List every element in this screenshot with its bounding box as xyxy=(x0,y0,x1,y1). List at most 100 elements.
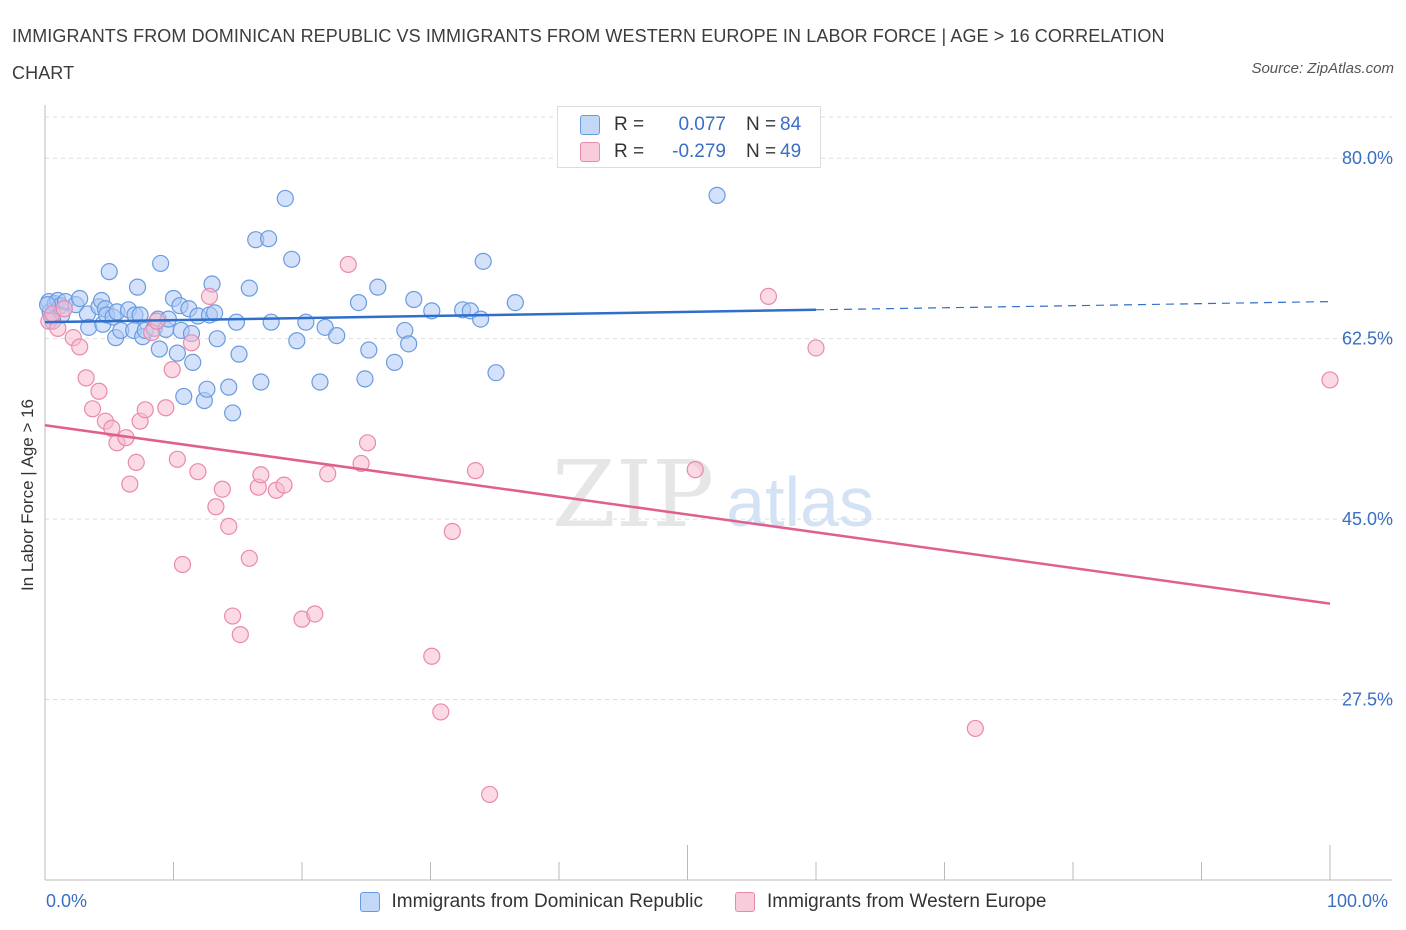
data-point-dominican-republic xyxy=(405,290,423,309)
series-legend: Immigrants from Dominican Republic Immig… xyxy=(0,889,1406,915)
data-point-dominican-republic xyxy=(288,332,306,350)
data-point-western-europe xyxy=(71,338,89,356)
data-point-western-europe xyxy=(1321,371,1339,389)
legend-swatch-pink xyxy=(580,142,600,162)
data-point-dominican-republic xyxy=(349,293,368,312)
data-point-dominican-republic xyxy=(131,306,149,324)
x-tick-label-min: 0.0% xyxy=(46,891,88,911)
data-point-western-europe xyxy=(339,255,357,274)
data-point-dominican-republic xyxy=(472,310,490,328)
data-point-western-europe xyxy=(55,300,73,318)
data-point-dominican-republic xyxy=(356,370,374,388)
data-point-dominican-republic xyxy=(152,254,170,273)
series-dominican-republic xyxy=(38,186,726,422)
data-point-dominican-republic xyxy=(100,263,118,281)
data-point-western-europe xyxy=(686,461,704,479)
legend-n-value: 49 xyxy=(780,141,802,162)
chart-title: IMMIGRANTS FROM DOMINICAN REPUBLIC VS IM… xyxy=(12,26,1165,83)
data-point-western-europe xyxy=(83,400,102,418)
data-point-dominican-republic xyxy=(316,318,334,336)
data-point-western-europe xyxy=(77,369,95,387)
data-point-dominican-republic xyxy=(208,330,226,348)
data-point-dominican-republic xyxy=(220,378,238,396)
legend-swatch-blue xyxy=(359,892,380,912)
data-point-dominican-republic xyxy=(168,344,186,362)
data-point-dominican-republic xyxy=(198,380,216,398)
data-point-dominican-republic xyxy=(708,186,726,204)
data-point-western-europe xyxy=(213,480,231,498)
legend-n-value: 84 xyxy=(780,114,802,135)
data-point-dominican-republic xyxy=(128,278,147,296)
data-point-dominican-republic xyxy=(360,341,378,359)
data-point-western-europe xyxy=(220,517,238,535)
x-tick-label-max: 100.0% xyxy=(1327,891,1389,911)
data-point-dominican-republic xyxy=(206,304,224,322)
data-point-dominican-republic xyxy=(276,189,294,208)
trend-line-dominican-republic-projection xyxy=(815,300,1331,311)
data-point-dominican-republic xyxy=(240,279,258,297)
data-point-western-europe xyxy=(90,382,108,400)
data-point-western-europe xyxy=(252,466,270,484)
data-point-western-europe xyxy=(966,719,984,738)
data-point-western-europe xyxy=(807,339,825,357)
data-point-dominican-republic xyxy=(506,293,524,312)
watermark-atlas: atlas xyxy=(726,463,874,541)
data-point-dominican-republic xyxy=(262,313,280,331)
data-point-western-europe xyxy=(136,401,154,419)
data-point-western-europe xyxy=(759,287,778,306)
legend-r-value: -0.279 xyxy=(672,141,726,162)
data-point-dominican-republic xyxy=(252,373,270,391)
data-point-dominican-republic xyxy=(227,313,246,331)
data-point-western-europe xyxy=(121,475,139,493)
y-tick-label: 27.5% xyxy=(1342,690,1393,710)
data-point-western-europe xyxy=(423,647,441,665)
legend-n-label: N = xyxy=(746,114,777,135)
data-point-western-europe xyxy=(49,319,67,337)
data-point-western-europe xyxy=(240,549,258,567)
y-tick-label: 62.5% xyxy=(1342,329,1393,349)
y-tick-label: 80.0% xyxy=(1342,148,1393,168)
data-point-western-europe xyxy=(173,555,192,574)
grid-lines xyxy=(45,116,1392,701)
legend-swatch-blue xyxy=(580,115,600,135)
data-point-western-europe xyxy=(127,453,145,472)
data-point-western-europe xyxy=(481,785,499,804)
data-point-western-europe xyxy=(358,434,377,452)
data-point-western-europe xyxy=(200,287,219,306)
data-point-dominican-republic xyxy=(385,353,404,371)
y-tick-labels: 27.5% 45.0% 62.5% 80.0% xyxy=(1342,148,1393,709)
data-point-dominican-republic xyxy=(150,340,168,358)
data-point-dominican-republic xyxy=(474,252,492,270)
legend-swatch-pink xyxy=(735,892,756,912)
legend-row-blue: R = 0.077 N = 84 xyxy=(580,112,801,138)
legend-n-label: N = xyxy=(746,141,777,162)
data-point-western-europe xyxy=(224,607,242,625)
legend-r-label: R = xyxy=(614,114,645,135)
axes xyxy=(44,105,1392,881)
data-point-dominican-republic xyxy=(297,313,315,331)
data-point-dominican-republic xyxy=(311,373,329,391)
data-point-dominican-republic xyxy=(259,230,278,248)
data-point-dominican-republic xyxy=(230,345,248,363)
data-point-dominican-republic xyxy=(369,278,387,296)
data-point-dominican-republic xyxy=(283,250,301,268)
correlation-legend: R = 0.077 N = 84 R = -0.279 N = 49 xyxy=(557,106,821,168)
legend-r-label: R = xyxy=(614,141,645,162)
data-point-western-europe xyxy=(168,450,186,468)
legend-row-pink: R = -0.279 N = 49 xyxy=(580,139,801,165)
legend-r-value: 0.077 xyxy=(678,114,726,135)
data-point-dominican-republic xyxy=(487,364,505,382)
data-point-dominican-republic xyxy=(400,335,418,353)
series-western-europe xyxy=(40,255,1339,804)
trend-lines xyxy=(44,300,1331,605)
data-point-western-europe xyxy=(306,605,324,623)
data-point-dominican-republic xyxy=(224,404,242,422)
chart-source: Source: ZipAtlas.com xyxy=(1251,60,1394,77)
legend-label-western-europe: Immigrants from Western Europe xyxy=(767,891,1047,912)
legend-item-dominican-republic: Immigrants from Dominican Republic xyxy=(359,891,704,913)
data-point-western-europe xyxy=(231,626,249,644)
legend-label-dominican-republic: Immigrants from Dominican Republic xyxy=(391,891,704,912)
data-point-western-europe xyxy=(443,522,461,541)
data-point-western-europe xyxy=(157,399,175,417)
